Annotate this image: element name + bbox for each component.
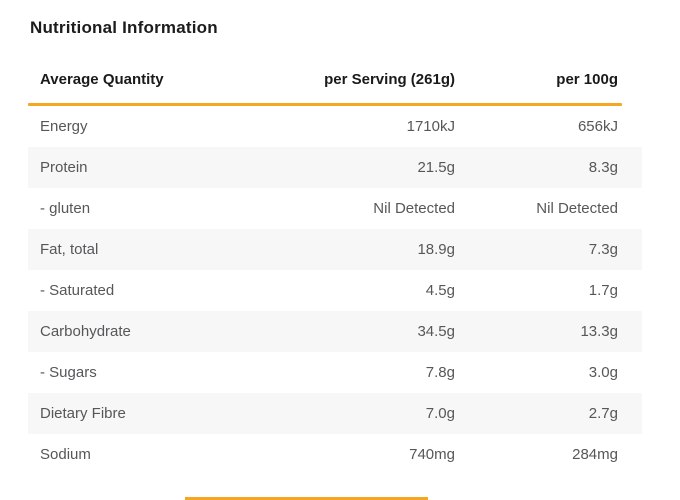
- row-per-100g-value: Nil Detected: [536, 200, 618, 217]
- row-per-100g-value: 7.3g: [588, 241, 618, 258]
- table-header-row: Average Quantity per Serving (261g) per …: [28, 63, 642, 103]
- row-per-100g-value: 8.3g: [588, 159, 618, 176]
- row-per-100g-value: 656kJ: [577, 118, 618, 135]
- row-label: Sodium: [40, 446, 91, 463]
- row-label: Fat, total: [40, 241, 99, 258]
- row-label: Carbohydrate: [40, 323, 131, 340]
- table-row: Energy 1710kJ 656kJ: [28, 106, 642, 147]
- table-row: Dietary Fibre 7.0g 2.7g: [28, 393, 642, 434]
- table-row: Carbohydrate 34.5g 13.3g: [28, 311, 642, 352]
- page-title: Nutritional Information: [30, 18, 218, 37]
- row-per-100g-value: 1.7g: [588, 282, 618, 299]
- column-header-per-serving: per Serving (261g): [324, 71, 455, 88]
- row-per-serving-value: 7.0g: [425, 405, 455, 422]
- table-row: - gluten Nil Detected Nil Detected: [28, 188, 642, 229]
- row-per-serving-value: 4.5g: [425, 282, 455, 299]
- table-row: - Saturated 4.5g 1.7g: [28, 270, 642, 311]
- row-label: - Saturated: [40, 282, 115, 299]
- header-accent-line: [28, 103, 622, 106]
- row-per-100g-value: 2.7g: [588, 405, 618, 422]
- row-per-100g-value: 284mg: [572, 446, 618, 463]
- table-row: Protein 21.5g 8.3g: [28, 147, 642, 188]
- row-per-serving-value: Nil Detected: [373, 200, 455, 217]
- column-header-average-quantity: Average Quantity: [40, 71, 164, 88]
- row-per-100g-value: 3.0g: [588, 364, 618, 381]
- row-per-serving-value: 740mg: [409, 446, 455, 463]
- table-body: Energy 1710kJ 656kJ Protein 21.5g 8.3g -…: [28, 106, 642, 475]
- row-per-serving-value: 18.9g: [417, 241, 455, 258]
- row-label: - gluten: [40, 200, 91, 217]
- row-label: Dietary Fibre: [40, 405, 126, 422]
- row-per-serving-value: 34.5g: [417, 323, 455, 340]
- row-label: Energy: [40, 118, 88, 135]
- table-row: Fat, total 18.9g 7.3g: [28, 229, 642, 270]
- nutrition-table: Average Quantity per Serving (261g) per …: [28, 63, 642, 475]
- row-label: - Sugars: [40, 364, 97, 381]
- row-per-serving-value: 21.5g: [417, 159, 455, 176]
- table-row: - Sugars 7.8g 3.0g: [28, 352, 642, 393]
- row-per-serving-value: 1710kJ: [406, 118, 455, 135]
- column-header-per-100g: per 100g: [556, 71, 618, 88]
- table-bottom-accent-line: [185, 497, 428, 500]
- row-per-serving-value: 7.8g: [425, 364, 455, 381]
- content-wrap: Nutritional Information Average Quantity…: [28, 18, 642, 475]
- table-row: Sodium 740mg 284mg: [28, 434, 642, 475]
- row-per-100g-value: 13.3g: [580, 323, 618, 340]
- row-label: Protein: [40, 159, 88, 176]
